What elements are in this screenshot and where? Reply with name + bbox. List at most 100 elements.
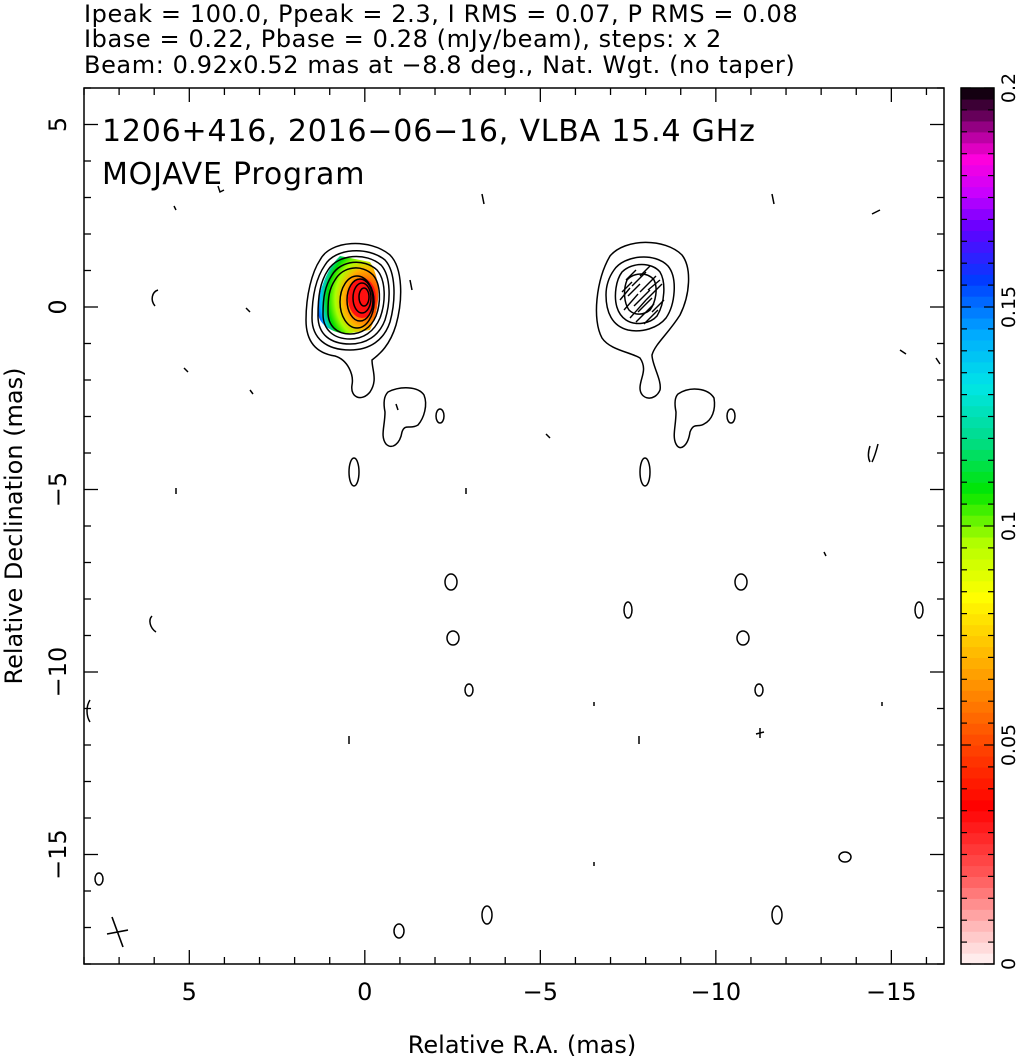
colorbar-band bbox=[961, 230, 994, 242]
colorbar-band bbox=[961, 821, 994, 834]
colorbar-band bbox=[961, 865, 994, 877]
colorbar-band bbox=[961, 734, 994, 746]
colorbar-band bbox=[961, 372, 994, 385]
colorbar-band bbox=[961, 317, 994, 330]
colorbar-band bbox=[961, 690, 994, 702]
y-tick-label: 0 bbox=[44, 299, 72, 314]
colorbar-band bbox=[961, 328, 994, 341]
colorbar-band bbox=[961, 515, 994, 527]
colorbar-band bbox=[961, 131, 994, 144]
colorbar-band bbox=[961, 493, 994, 505]
colorbar-band bbox=[961, 876, 994, 888]
colorbar-band bbox=[961, 679, 994, 691]
colorbar-band bbox=[961, 350, 994, 363]
colorbar-band bbox=[961, 449, 994, 461]
colorbar-band bbox=[961, 526, 994, 538]
jet-component-right bbox=[673, 388, 716, 449]
colorbar-band bbox=[961, 394, 994, 407]
colorbar-band bbox=[961, 109, 994, 122]
colorbar-band bbox=[961, 602, 994, 615]
colorbar-band bbox=[961, 536, 994, 549]
plot-subtitle: MOJAVE Program bbox=[102, 157, 365, 192]
colorbar-band bbox=[961, 296, 994, 308]
header-line-2: Ibase = 0.22, Pbase = 0.28 (mJy/beam), s… bbox=[84, 25, 722, 53]
colorbar-band bbox=[961, 887, 994, 899]
jet-component-left bbox=[382, 387, 427, 448]
y-tick-label: −5 bbox=[44, 472, 72, 507]
x-axis-title: Relative R.A. (mas) bbox=[408, 1031, 636, 1059]
colorbar-band bbox=[961, 219, 994, 231]
colorbar-band bbox=[961, 777, 994, 790]
colorbar-band bbox=[961, 274, 994, 286]
colorbar-tick-label: 0.05 bbox=[998, 724, 1020, 766]
colorbar-band bbox=[961, 624, 994, 637]
colorbar-band bbox=[961, 942, 994, 954]
colorbar-band bbox=[961, 723, 994, 735]
plot-title: 1206+416, 2016−06−16, VLBA 15.4 GHz bbox=[102, 114, 756, 149]
colorbar-band bbox=[961, 438, 994, 450]
colorbar-band bbox=[961, 799, 994, 812]
colorbar-band bbox=[961, 766, 994, 779]
colorbar-tick-label: 0.15 bbox=[998, 286, 1020, 328]
colorbar-band bbox=[961, 953, 994, 965]
colorbar-ticks: 0 0.05 0.1 0.15 0.2 bbox=[961, 73, 1020, 970]
colorbar-band bbox=[961, 186, 994, 199]
colorbar-band bbox=[961, 558, 994, 571]
y-tick-label: −10 bbox=[44, 647, 72, 698]
colorbar-band bbox=[961, 88, 994, 100]
axis-tick-labels: 5 0 −5 −10 −15 5 0 −5 −10 −15 bbox=[44, 117, 917, 1006]
colorbar-band bbox=[961, 263, 994, 275]
colorbar-band bbox=[961, 153, 994, 166]
colorbar-band bbox=[961, 504, 994, 516]
colorbar-band bbox=[961, 832, 994, 845]
colorbar-band bbox=[961, 854, 994, 867]
colorbar-band bbox=[961, 241, 994, 253]
y-tick-label: 5 bbox=[44, 117, 72, 132]
x-tick-label: −5 bbox=[523, 978, 558, 1006]
colorbar-band bbox=[961, 164, 994, 177]
header-line-3: Beam: 0.92x0.52 mas at −8.8 deg., Nat. W… bbox=[84, 51, 796, 79]
evpa-ticks bbox=[619, 265, 665, 325]
colorbar-band bbox=[961, 142, 994, 155]
colorbar-band bbox=[961, 460, 994, 472]
colorbar-band bbox=[961, 613, 994, 626]
beam-marker bbox=[106, 916, 129, 948]
colorbar-band bbox=[961, 471, 994, 483]
colorbar-band bbox=[961, 931, 994, 943]
colorbar-band bbox=[961, 810, 994, 823]
colorbar-band bbox=[961, 482, 994, 494]
colorbar-band bbox=[961, 361, 994, 374]
pol-contours bbox=[595, 241, 690, 399]
colorbar-band bbox=[961, 383, 994, 396]
colorbar-band bbox=[961, 307, 994, 319]
colorbar-band bbox=[961, 701, 994, 713]
colorbar-band bbox=[961, 898, 994, 910]
y-axis-title: Relative Declination (mas) bbox=[0, 367, 28, 684]
plot-frame bbox=[83, 87, 945, 965]
colorbar-band bbox=[961, 547, 994, 560]
x-tick-label: −15 bbox=[866, 978, 917, 1006]
colorbar-band bbox=[961, 208, 994, 220]
colorbar-band bbox=[961, 197, 994, 210]
colorbar-band bbox=[961, 339, 994, 352]
core-contours bbox=[305, 242, 402, 399]
y-tick-label: −15 bbox=[44, 829, 72, 880]
colorbar-band bbox=[961, 427, 994, 439]
x-tick-label: 0 bbox=[357, 978, 372, 1006]
colorbar-band bbox=[961, 569, 994, 582]
colorbar-band bbox=[961, 416, 994, 429]
noise-contours bbox=[86, 185, 941, 939]
colorbar-band bbox=[961, 285, 994, 297]
colorbar-band bbox=[961, 920, 994, 932]
header-line-1: Ipeak = 100.0, Ppeak = 2.3, I RMS = 0.07… bbox=[84, 0, 799, 28]
x-tick-label: 5 bbox=[182, 978, 197, 1006]
colorbar-band bbox=[961, 120, 994, 133]
colorbar-tick-label: 0 bbox=[998, 958, 1020, 970]
colorbar-tick-label: 0.2 bbox=[998, 73, 1020, 103]
colorbar-band bbox=[961, 909, 994, 921]
x-tick-label: −10 bbox=[691, 978, 742, 1006]
colorbar-band bbox=[961, 405, 994, 418]
colorbar-band bbox=[961, 646, 994, 658]
